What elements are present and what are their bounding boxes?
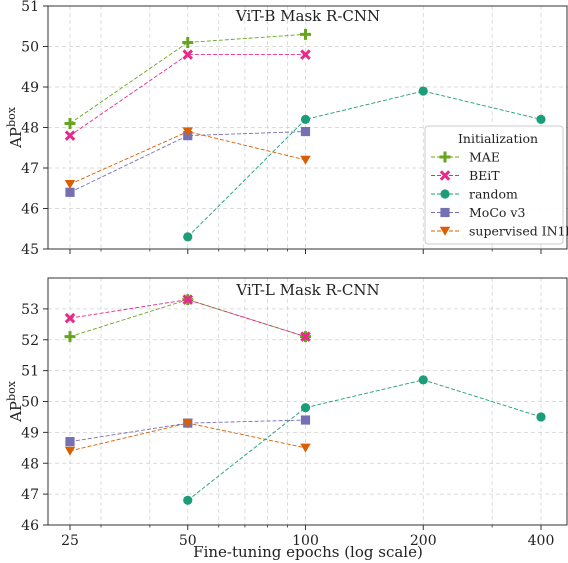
legend-label: MAE: [469, 150, 500, 165]
legend-item: random: [431, 187, 518, 202]
y-axis-label: APbox: [5, 380, 25, 423]
legend-label: MoCo v3: [469, 205, 525, 220]
data-point: [64, 446, 76, 456]
data-point: [536, 412, 546, 422]
x-tick-label: 200: [410, 533, 437, 549]
y-tick-label: 46: [21, 518, 39, 534]
series-line: [69, 299, 306, 338]
y-tick-label: 46: [21, 202, 39, 218]
y-tick-label: 52: [21, 333, 39, 349]
data-point: [418, 86, 428, 96]
data-point: [64, 312, 76, 324]
data-point: [65, 437, 75, 447]
series-beit: [64, 49, 311, 141]
y-tick-label: 51: [21, 364, 39, 380]
series-mae: [64, 28, 311, 129]
data-point: [300, 403, 311, 413]
legend-marker: [439, 170, 451, 181]
x-tick-label: 50: [179, 533, 197, 549]
legend-label: BEiT: [469, 168, 500, 183]
legend-box: [424, 125, 564, 245]
data-point: [418, 375, 428, 385]
panel-title: ViT-B Mask R-CNN: [235, 7, 380, 25]
series-line: [69, 54, 306, 136]
y-tick-label: 48: [21, 121, 39, 137]
series-line: [69, 299, 306, 338]
y-axis-label-sup: box: [5, 380, 18, 401]
data-point: [64, 130, 76, 141]
data-point: [64, 180, 76, 189]
legend-title: Initialization: [458, 131, 538, 146]
y-tick-label: 50: [21, 395, 39, 411]
data-point: [300, 49, 311, 60]
legend: Initialization MAE BEiT random MoCo v3 superv…: [424, 125, 568, 245]
data-point: [183, 232, 193, 242]
legend-item: BEiT: [431, 168, 500, 183]
data-point: [64, 331, 76, 343]
series-line: [187, 379, 542, 501]
series-line: [69, 419, 306, 443]
y-tick-label: 51: [21, 0, 39, 15]
data-point: [182, 127, 193, 137]
series-random: [183, 86, 546, 242]
legend-item: supervised IN1k: [431, 224, 568, 239]
series-random: [183, 375, 546, 505]
y-tick-label: 49: [21, 425, 39, 441]
y-axis-label: APbox: [5, 106, 25, 149]
x-tick-label: 400: [528, 533, 555, 549]
legend-marker: [439, 226, 451, 236]
y-tick-label: 45: [21, 242, 39, 258]
series-line: [69, 131, 306, 193]
data-point: [300, 155, 311, 165]
y-tick-label: 49: [21, 80, 39, 96]
y-tick-label: 47: [21, 487, 39, 503]
legend-marker: [439, 151, 451, 163]
x-tick-label: 25: [61, 533, 79, 549]
legend-label: supervised IN1k: [469, 224, 568, 239]
series-supervised-in1k: [64, 127, 311, 189]
data-point: [300, 28, 311, 40]
x-tick-label: 100: [292, 533, 319, 549]
data-point: [182, 49, 194, 60]
legend-label: random: [469, 187, 518, 202]
y-axis-label-sup: box: [5, 106, 18, 127]
x-axis-label: Fine-tuning epochs (log scale): [193, 543, 423, 561]
y-tick-label: 50: [21, 40, 39, 56]
y-axis-label-main: AP: [7, 401, 25, 423]
data-point: [183, 495, 193, 505]
data-point: [64, 117, 76, 129]
grid: [48, 278, 568, 525]
panel-title: ViT-L Mask R-CNN: [235, 281, 379, 299]
legend-marker: [440, 189, 450, 199]
data-point: [182, 418, 193, 428]
legend-item: MAE: [431, 150, 500, 165]
data-point: [182, 294, 194, 305]
legend-marker: [440, 207, 450, 218]
series-beit: [64, 294, 311, 342]
series-supervised-in1k: [64, 418, 311, 456]
panel-bottom: 46 47 48 49 50 51 52 53 25 50 100 200 400 APbox ViT-L …: [5, 277, 568, 549]
data-point: [300, 114, 311, 124]
data-point: [300, 331, 311, 342]
y-tick-label: 53: [21, 302, 39, 318]
data-point: [300, 126, 311, 137]
y-tick-label: 48: [21, 456, 39, 472]
y-tick-label: 47: [21, 161, 39, 177]
y-axis-label-main: AP: [7, 127, 25, 149]
data-point: [182, 36, 194, 48]
data-point: [65, 187, 75, 197]
data-point: [300, 443, 311, 453]
data-point: [536, 114, 546, 124]
data-point: [300, 415, 311, 425]
legend-item: MoCo v3: [431, 205, 525, 220]
